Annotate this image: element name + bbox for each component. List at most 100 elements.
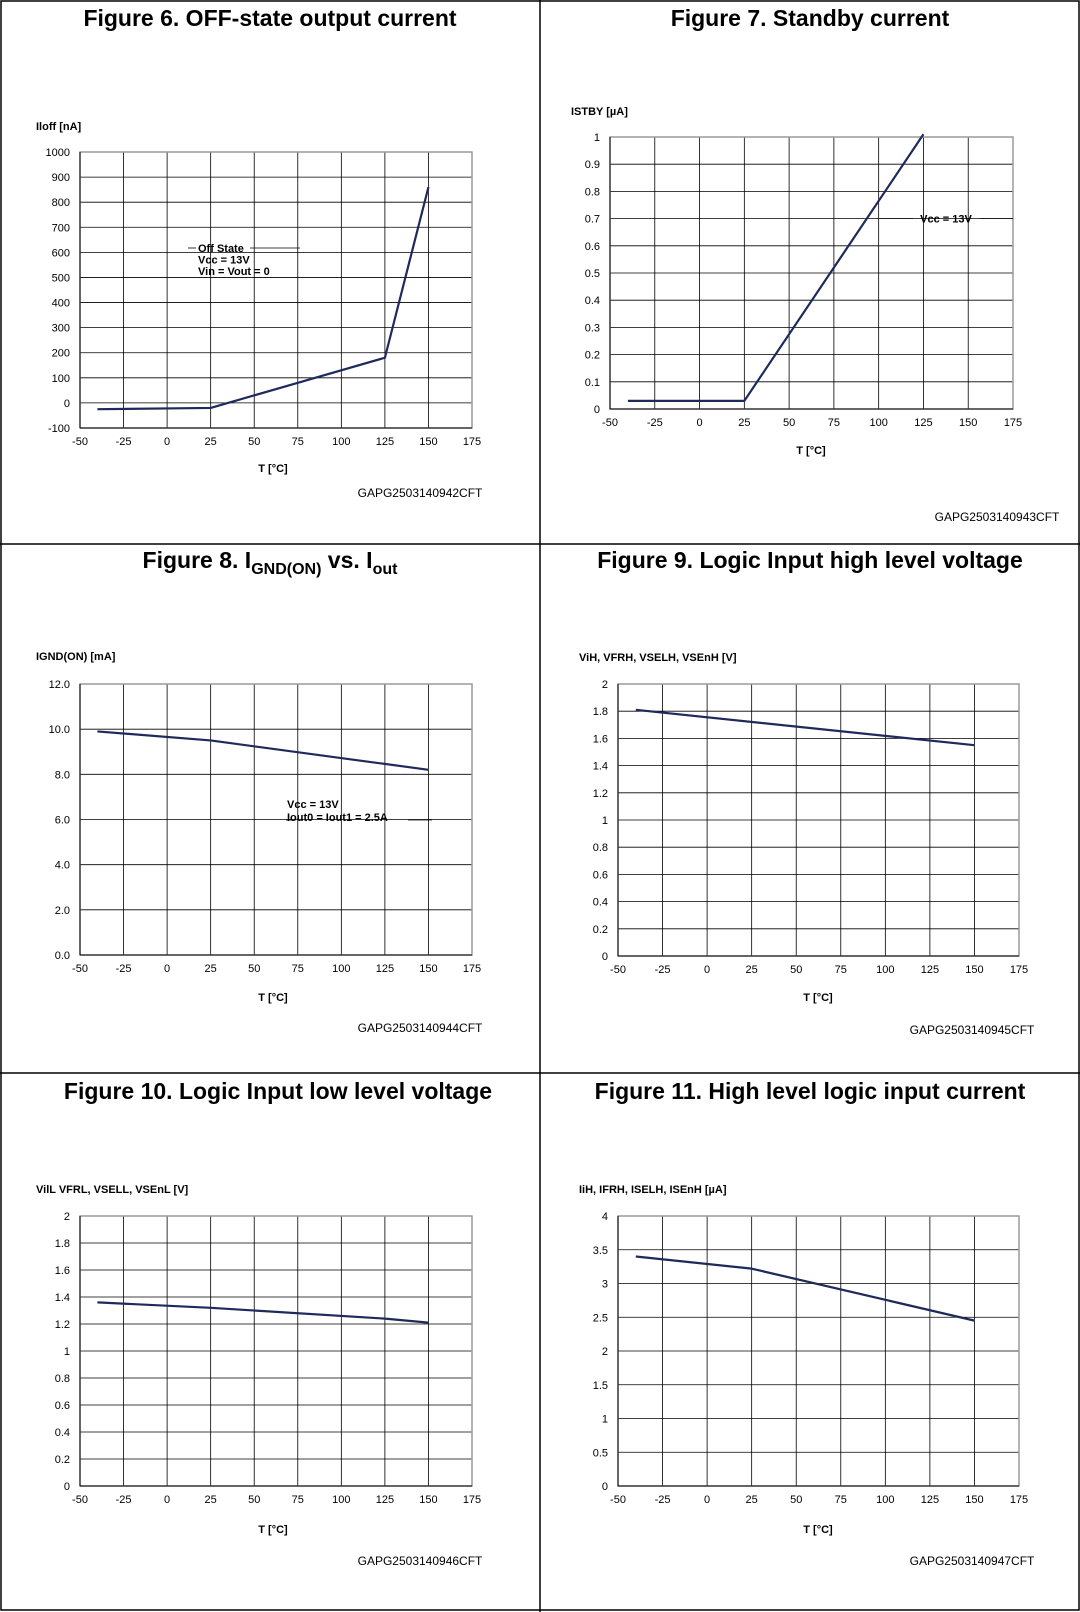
x-tick-label: -50 — [72, 1494, 88, 1506]
x-tick-label: 175 — [463, 963, 481, 975]
y-axis-label: Iloff [nA] — [36, 121, 82, 133]
x-axis-label: T [°C] — [803, 1524, 833, 1536]
y-tick-label: 1.5 — [593, 1380, 608, 1392]
x-tick-label: 150 — [959, 417, 977, 429]
y-tick-label: 0 — [602, 1481, 608, 1493]
figure-10-code: GAPG2503140946CFT — [358, 1554, 483, 1568]
x-tick-label: 0 — [164, 1494, 170, 1506]
y-tick-label: 12.0 — [49, 679, 70, 691]
figure-9-title: Figure 9. Logic Input high level voltage — [597, 547, 1023, 573]
x-tick-label: 50 — [248, 963, 260, 975]
x-tick-label: 25 — [746, 1494, 758, 1506]
y-tick-label: 2.0 — [55, 905, 70, 917]
figure-8-panel: Figure 8. IGND(ON) vs. Iout -50 -25 0 25 50 7… — [36, 547, 483, 1035]
y-tick-label: 1 — [594, 132, 600, 144]
y-tick-label: 0.1 — [585, 377, 600, 389]
y-tick-label: 0.8 — [55, 1373, 70, 1385]
annotation-text: Off State — [198, 243, 244, 255]
x-tick-label: 0 — [704, 964, 710, 976]
x-tick-label: -50 — [610, 1494, 626, 1506]
x-tick-label: 125 — [376, 436, 394, 448]
plot-frame — [79, 151, 473, 429]
y-tick-label: 1.8 — [55, 1238, 70, 1250]
y-tick-label: 700 — [52, 222, 70, 234]
y-tick-label: 0.4 — [585, 295, 600, 307]
y-tick-label: 2 — [64, 1211, 70, 1223]
y-tick-label: 0.0 — [55, 950, 70, 962]
x-tick-label: -50 — [610, 964, 626, 976]
x-tick-label: 100 — [876, 964, 894, 976]
figure-10-panel: Figure 10. Logic Input low level voltage… — [36, 1078, 492, 1568]
annotation-text: Vcc = 13V — [198, 255, 250, 267]
x-tick-label: -25 — [647, 417, 663, 429]
x-tick-label: -25 — [116, 1494, 132, 1506]
y-tick-label: 2.5 — [593, 1312, 608, 1324]
y-tick-label: 0.2 — [55, 1454, 70, 1466]
x-tick-label: 25 — [738, 417, 750, 429]
figure-9-panel: Figure 9. Logic Input high level voltage… — [579, 547, 1035, 1037]
y-axis-label: ViH, VFRH, VSELH, VSEnH [V] — [579, 652, 737, 664]
y-tick-label: 1.6 — [593, 733, 608, 745]
y-tick-label: 4 — [602, 1211, 608, 1223]
x-axis-label: T [°C] — [796, 445, 826, 457]
annotation-text: Vcc = 13V — [920, 214, 972, 226]
figure-8-code: GAPG2503140944CFT — [358, 1021, 483, 1035]
figure-11-chart: -50 -25 0 25 50 75 100 125 150 175 0 0.5 1 1.5 2 2.5 3 3.… — [579, 1184, 1028, 1536]
x-tick-label: 100 — [332, 1494, 350, 1506]
x-tick-label: 175 — [1004, 417, 1022, 429]
y-tick-label: 0 — [64, 398, 70, 410]
series-line — [635, 708, 975, 747]
y-tick-label: 600 — [52, 247, 70, 259]
x-tick-label: 150 — [965, 1494, 983, 1506]
y-tick-label: 0.2 — [593, 924, 608, 936]
x-tick-label: 50 — [790, 964, 802, 976]
x-tick-label: 100 — [869, 417, 887, 429]
figure-8-title: Figure 8. IGND(ON) vs. Iout — [143, 547, 399, 578]
x-tick-label: -50 — [72, 436, 88, 448]
x-tick-label: 75 — [828, 417, 840, 429]
x-tick-label: -50 — [602, 417, 618, 429]
figure-6-chart: -50 -25 0 25 50 75 100 125 150 175 -100 0 100 200 300 4… — [36, 121, 481, 475]
y-tick-label: 0 — [602, 951, 608, 963]
y-tick-label: 1 — [64, 1346, 70, 1358]
y-tick-label: 1 — [602, 1414, 608, 1426]
y-tick-label: 1.8 — [593, 706, 608, 718]
x-tick-label: 100 — [876, 1494, 894, 1506]
x-tick-label: 75 — [292, 963, 304, 975]
x-tick-label: 150 — [965, 964, 983, 976]
y-tick-label: 400 — [52, 298, 70, 310]
x-axis-label: T [°C] — [258, 463, 288, 475]
figure-7-code: GAPG2503140943CFT — [935, 510, 1060, 524]
x-tick-label: 175 — [1010, 1494, 1028, 1506]
y-tick-label: 4.0 — [55, 860, 70, 872]
y-tick-label: 2 — [602, 679, 608, 691]
x-tick-label: 175 — [1010, 964, 1028, 976]
y-tick-label: 200 — [52, 348, 70, 360]
annotation-text: Vin = Vout = 0 — [198, 266, 270, 278]
x-tick-label: 0 — [164, 963, 170, 975]
y-tick-label: 0.3 — [585, 322, 600, 334]
y-tick-label: 0.2 — [585, 350, 600, 362]
y-tick-label: 1000 — [46, 147, 70, 159]
x-tick-label: 75 — [292, 436, 304, 448]
x-tick-label: -50 — [72, 963, 88, 975]
y-tick-label: 0.6 — [593, 869, 608, 881]
y-tick-label: 8.0 — [55, 769, 70, 781]
y-tick-label: 0.5 — [593, 1447, 608, 1459]
x-axis-label: T [°C] — [258, 992, 288, 1004]
figure-6-code: GAPG2503140942CFT — [358, 486, 483, 500]
figure-11-panel: Figure 11. High level logic input curren… — [579, 1078, 1035, 1568]
y-tick-label: -100 — [48, 423, 70, 435]
annotation-text: Vcc = 13V — [287, 799, 339, 811]
y-axis-label: ISTBY [µA] — [571, 106, 628, 118]
y-tick-label: 0.8 — [593, 842, 608, 854]
series-line — [635, 1255, 975, 1322]
annotation-text: Iout0 = Iout1 = 2.5A — [287, 812, 388, 824]
figure-10-title: Figure 10. Logic Input low level voltage — [64, 1078, 492, 1104]
x-tick-label: 150 — [419, 1494, 437, 1506]
y-tick-label: 1.4 — [593, 761, 608, 773]
y-tick-label: 800 — [52, 197, 70, 209]
y-axis-label: IGND(ON) [mA] — [36, 651, 116, 663]
y-tick-label: 1.2 — [593, 788, 608, 800]
